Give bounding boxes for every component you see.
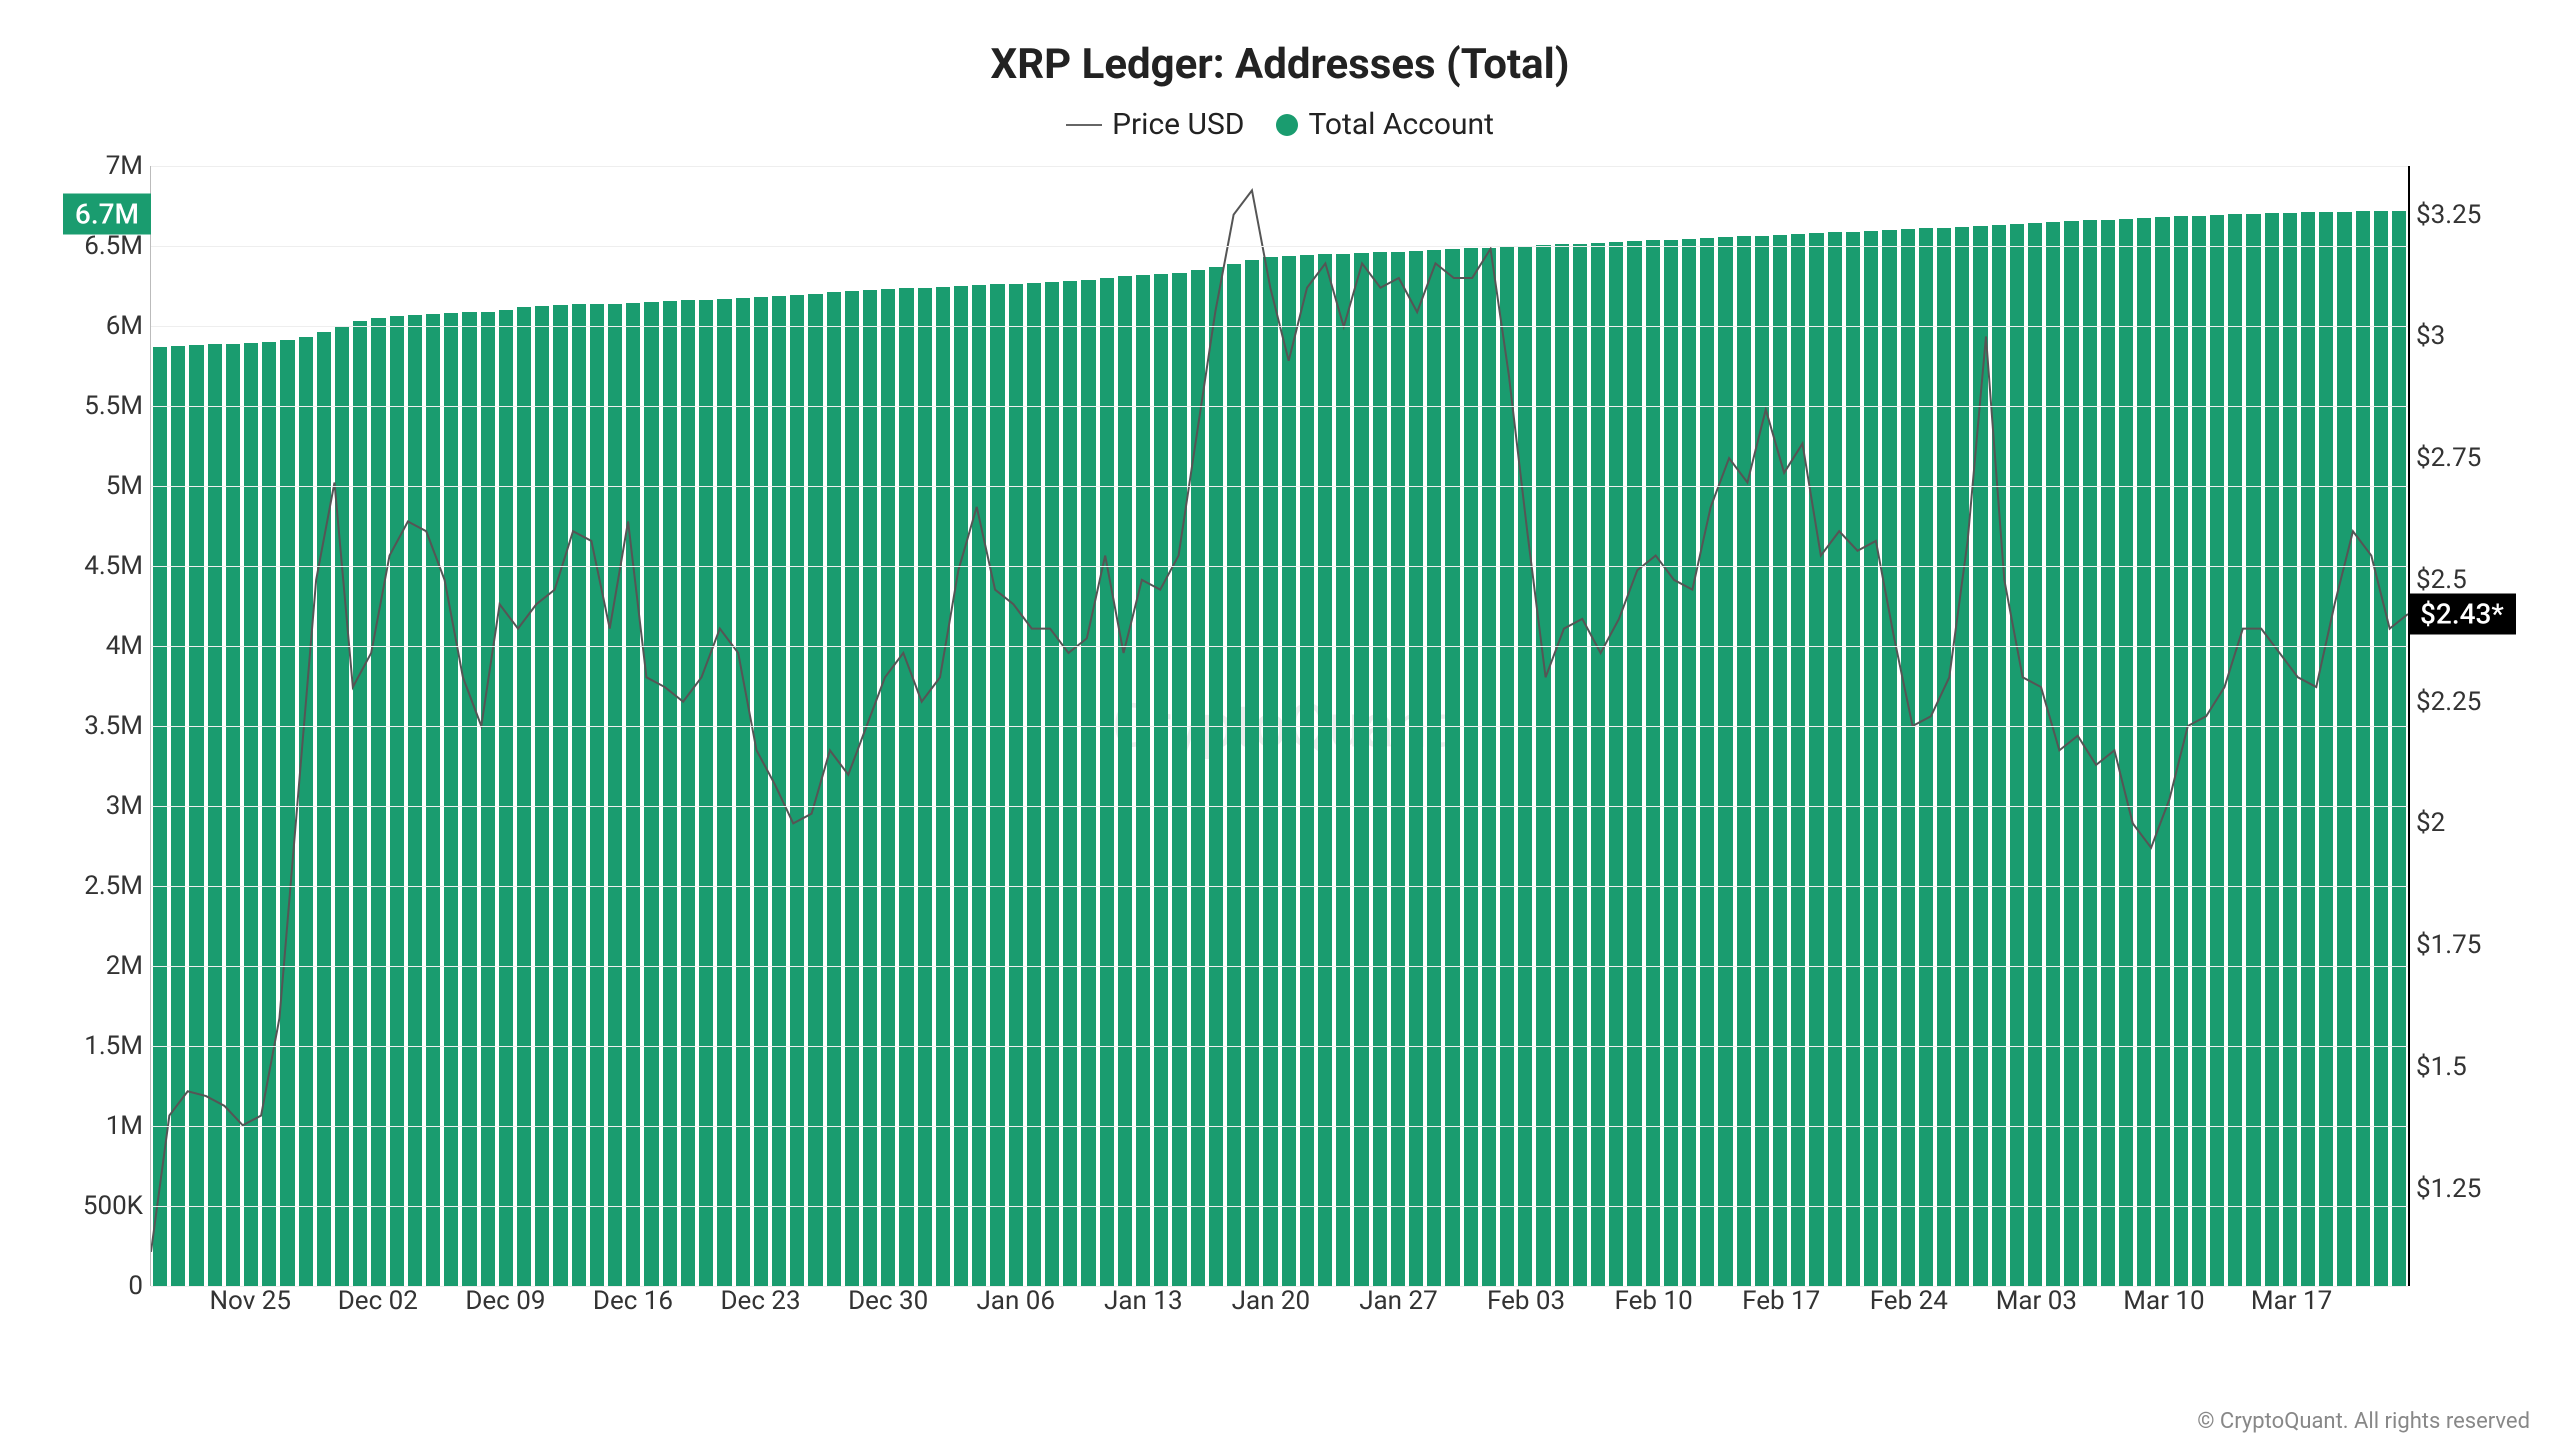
grid-line <box>151 566 2408 567</box>
x-tick-label: Dec 16 <box>593 1286 673 1316</box>
chart-legend: Price USD Total Account <box>20 107 2540 142</box>
left-value-badge: 6.7M <box>63 194 151 235</box>
y-right-tick-label: $3.25 <box>2416 200 2481 230</box>
legend-label-total: Total Account <box>1308 107 1493 142</box>
x-tick-label: Mar 03 <box>1996 1286 2077 1316</box>
legend-circle-marker <box>1276 114 1298 136</box>
plot-area: CryptoQuant 0500K1M1.5M2M2.5M3M3.5M4M4.5… <box>150 166 2410 1286</box>
x-tick-label: Dec 09 <box>465 1286 545 1316</box>
y-left-tick-label: 6.5M <box>84 231 143 261</box>
y-left-tick-label: 0 <box>128 1271 143 1301</box>
y-left-tick-label: 3M <box>106 791 143 821</box>
grid-line <box>151 1206 2408 1207</box>
x-tick-label: Nov 25 <box>210 1286 291 1316</box>
grid-line <box>151 1126 2408 1127</box>
y-left-tick-label: 3.5M <box>84 711 143 741</box>
y-right-tick-label: $2.75 <box>2416 443 2481 473</box>
x-tick-label: Feb 10 <box>1615 1286 1693 1316</box>
grid-line <box>151 966 2408 967</box>
x-axis: Nov 25 Dec 02 Dec 09 Dec 16 Dec 23 Dec 30 Jan … <box>150 1286 2410 1316</box>
y-right-tick-label: $3 <box>2416 321 2445 351</box>
x-tick-label: Mar 10 <box>2123 1286 2204 1316</box>
legend-item-total: Total Account <box>1276 107 1493 142</box>
grid-line <box>151 486 2408 487</box>
copyright: © CryptoQuant. All rights reserved <box>2197 1409 2530 1434</box>
x-tick-label: Feb 24 <box>1870 1286 1948 1316</box>
y-right-tick-label: $2.25 <box>2416 687 2481 717</box>
grid-line <box>151 726 2408 727</box>
grid-line <box>151 806 2408 807</box>
grid-line <box>151 406 2408 407</box>
x-tick-label: Feb 03 <box>1487 1286 1565 1316</box>
y-left-tick-label: 5M <box>106 471 143 501</box>
x-tick-label: Jan 20 <box>1232 1286 1311 1316</box>
x-tick-label: Dec 02 <box>338 1286 418 1316</box>
grid-line <box>151 646 2408 647</box>
y-left-tick-label: 5.5M <box>84 391 143 421</box>
y-left-tick-label: 4M <box>106 631 143 661</box>
x-tick-label: Jan 06 <box>976 1286 1055 1316</box>
y-right-tick-label: $2 <box>2416 808 2445 838</box>
y-right-tick-label: $1.25 <box>2416 1174 2481 1204</box>
legend-item-price: Price USD <box>1066 107 1244 142</box>
x-tick-label: Jan 13 <box>1104 1286 1183 1316</box>
y-left-tick-label: 500K <box>83 1191 143 1221</box>
y-left-tick-label: 4.5M <box>84 551 143 581</box>
grid-line <box>151 246 2408 247</box>
grid-line <box>151 166 2408 167</box>
grid-line <box>151 326 2408 327</box>
grid-line <box>151 886 2408 887</box>
y-left-tick-label: 2M <box>106 951 143 981</box>
legend-line-marker <box>1066 124 1102 126</box>
y-right-tick-label: $1.5 <box>2416 1052 2467 1082</box>
chart-container: XRP Ledger: Addresses (Total) Price USD … <box>0 0 2560 1440</box>
price-line-path <box>151 190 2408 1252</box>
y-right-tick-label: $1.75 <box>2416 930 2481 960</box>
x-tick-label: Jan 27 <box>1359 1286 1438 1316</box>
x-tick-label: Dec 23 <box>720 1286 800 1316</box>
y-left-tick-label: 2.5M <box>84 871 143 901</box>
y-left-tick-label: 1M <box>106 1111 143 1141</box>
legend-label-price: Price USD <box>1112 107 1244 142</box>
x-tick-label: Feb 17 <box>1742 1286 1820 1316</box>
x-tick-label: Dec 30 <box>848 1286 928 1316</box>
y-left-tick-label: 6M <box>106 311 143 341</box>
y-right-tick-label: $2.5 <box>2416 565 2467 595</box>
chart-title: XRP Ledger: Addresses (Total) <box>20 40 2540 89</box>
grid-line <box>151 1046 2408 1047</box>
y-left-tick-label: 1.5M <box>84 1031 143 1061</box>
x-tick-label: Mar 17 <box>2251 1286 2332 1316</box>
right-value-badge: $2.43* <box>2408 594 2516 635</box>
y-left-tick-label: 7M <box>106 151 143 181</box>
plot-wrapper: CryptoQuant 0500K1M1.5M2M2.5M3M3.5M4M4.5… <box>20 166 2540 1356</box>
